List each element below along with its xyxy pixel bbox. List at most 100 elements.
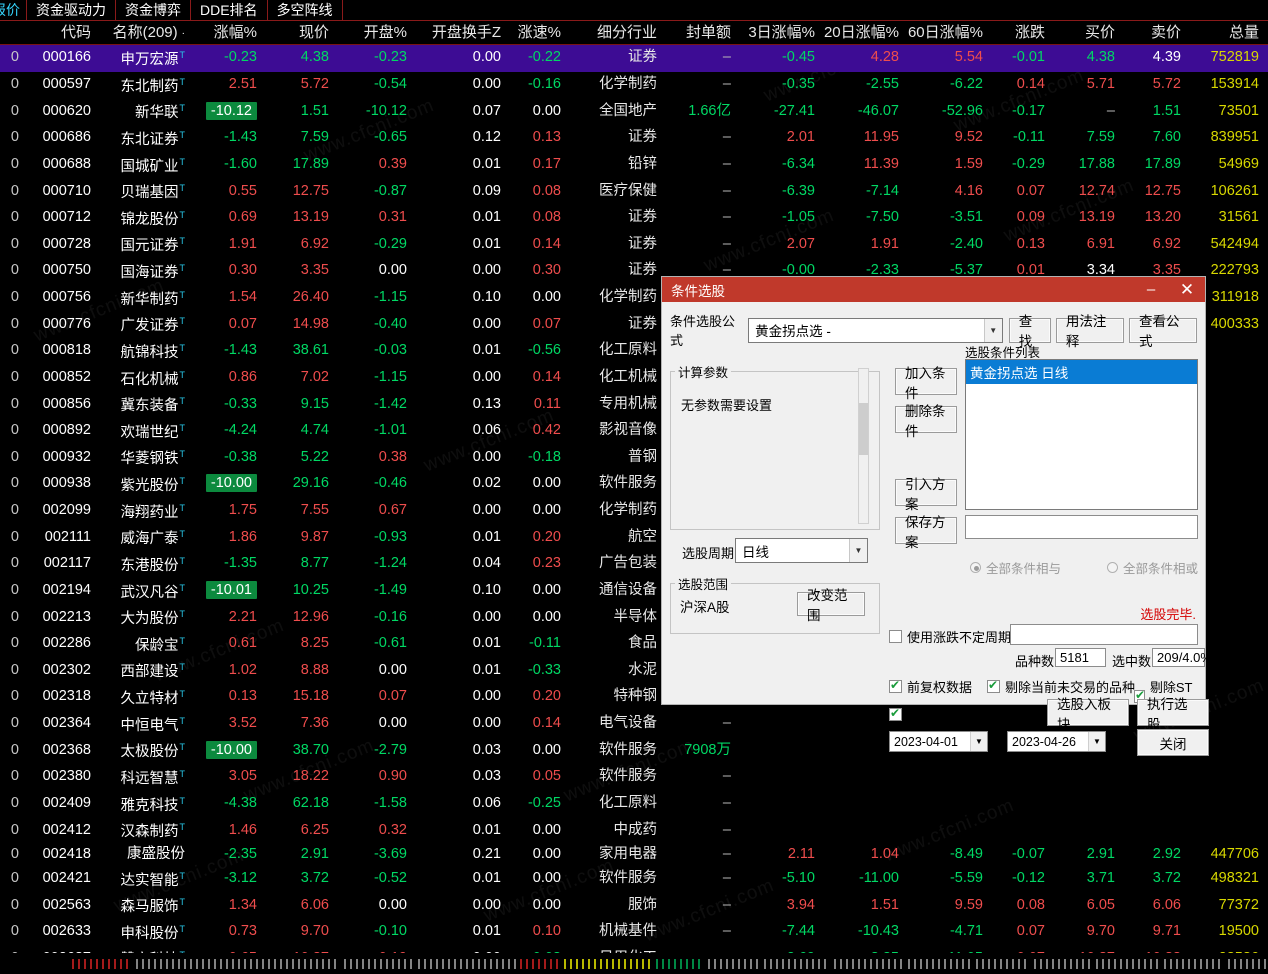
params-scrollbar-thumb[interactable]: [859, 403, 868, 455]
col-header-chg[interactable]: 涨幅%: [190, 21, 262, 45]
formula-row: 条件选股公式 黄金拐点选 - ▼ 查找 用法注释 查看公式: [662, 302, 1205, 349]
chevron-down-icon[interactable]: ▼: [1088, 732, 1105, 751]
col-header-name[interactable]: 名称(209) ·: [96, 21, 190, 45]
table-row[interactable]: 0002380科远智慧T3.0518.220.900.030.05软件服务–7.…: [0, 764, 1268, 791]
chevron-down-icon[interactable]: ▼: [849, 539, 867, 562]
table-row[interactable]: 0 002633 申科股份T 0.73 9.70 -0.10 0.01 0.10 机械基件 – -7…: [0, 919, 1268, 946]
exclude-untraded-checkbox[interactable]: 剔除当前未交易的品种: [987, 677, 1135, 696]
tab-1[interactable]: 情报价: [0, 0, 27, 20]
table-row[interactable]: 0 000710 贝瑞基因T 0.55 12.75 -0.87 0.09 0.08 医疗保健 – -…: [0, 178, 1268, 205]
col-header-sell[interactable]: 卖价: [1120, 21, 1186, 45]
col-header-open[interactable]: 开盘%: [334, 21, 412, 45]
table-row[interactable]: 0000932华菱钢铁TR-0.385.220.380.00-0.18普钢–1.…: [0, 444, 1268, 471]
radio-all-or[interactable]: 全部条件相或: [1107, 558, 1198, 577]
usage-note-button[interactable]: 用法注释: [1055, 314, 1124, 349]
table-row[interactable]: 0000728国元证券TR1.916.92-0.290.010.14证券–2.0…: [0, 231, 1268, 258]
execute-select-button[interactable]: 执行选股: [1137, 697, 1209, 732]
table-row[interactable]: 0002412汉森制药TR1.466.250.320.010.00中成药–1.1…: [0, 817, 1268, 844]
formula-select[interactable]: 黄金拐点选 - ▼: [748, 317, 1003, 343]
table-row[interactable]: 0000620新华联TR-10.121.51-10.120.070.00全国地产…: [0, 98, 1268, 125]
delete-condition-button[interactable]: 删除条件: [895, 404, 957, 439]
col-header-buy[interactable]: 买价: [1050, 21, 1120, 45]
change-percent: 0.30: [228, 262, 257, 279]
change-percent: -1.43: [223, 342, 257, 359]
add-condition-button[interactable]: 加入条件: [895, 366, 957, 401]
change-percent: -0.23: [190, 44, 262, 72]
end-date-field[interactable]: 2023-04-26 ▼: [1007, 731, 1106, 752]
col-header-turn[interactable]: 开盘换手Z: [412, 21, 506, 45]
view-formula-button[interactable]: 查看公式: [1128, 314, 1198, 349]
change-scope-button[interactable]: 改变范围: [797, 588, 865, 623]
plan-name-field[interactable]: [965, 515, 1198, 539]
ask-price: 5.72: [1152, 76, 1181, 93]
col-header-d60[interactable]: 60日涨幅%: [904, 21, 988, 45]
close-icon[interactable]: ✕: [1179, 279, 1195, 299]
tab-3[interactable]: 资金博弈: [116, 0, 191, 20]
list-item[interactable]: 黄金拐点选 日线: [966, 360, 1197, 384]
change-20d: [820, 764, 904, 791]
col-header-code[interactable]: 代码: [24, 21, 96, 45]
period-select[interactable]: 日线 ▼: [735, 538, 868, 563]
table-row[interactable]: 0000712锦龙股份TR0.6913.190.310.010.08证券–-1.…: [0, 205, 1268, 232]
col-header-now[interactable]: 现量: [1264, 21, 1268, 45]
radio-all-and[interactable]: 全部条件相与: [970, 558, 1061, 577]
table-row[interactable]: 0000818航锦科技TR-1.4338.61-0.030.01-0.56化工原…: [0, 338, 1268, 365]
close-dialog-button[interactable]: 关闭: [1137, 729, 1209, 756]
table-row[interactable]: 0002318久立特材TR0.1315.180.070.000.20特种钢–0.…: [0, 684, 1268, 711]
tab-4[interactable]: DDE排名: [191, 0, 268, 20]
params-scrollbar[interactable]: [858, 368, 869, 524]
tab-2[interactable]: 资金驱动力: [27, 0, 116, 20]
industry: 水泥: [628, 661, 657, 678]
tab-5[interactable]: 多空阵线: [268, 0, 343, 20]
table-row[interactable]: 0000750国海证券TR0.303.350.000.000.30证券–-0.0…: [0, 258, 1268, 285]
chevron-down-icon[interactable]: ▼: [970, 732, 987, 751]
table-row[interactable]: 0002213大为股份T2.2112.96-0.160.000.00半导体–1.…: [0, 604, 1268, 631]
table-row[interactable]: 0002194武汉凡谷TR-10.0110.25-1.490.100.00通信设…: [0, 578, 1268, 605]
current-volume: 618: [1264, 205, 1268, 232]
table-row[interactable]: 0 000597 东北制药T 2.51 5.72 -0.54 0.00 -0.16 化学制药 – -…: [0, 72, 1268, 99]
table-row[interactable]: 0 002418 康盛股份 -2.35 2.91 -3.69 0.21 0.00 家用电器 – 2.…: [0, 844, 1268, 866]
col-header-zd[interactable]: 涨跌: [988, 21, 1050, 45]
quote-table-container[interactable]: 代码 名称(209) · 涨幅% 现价 开盘% 开盘换手Z 涨速% 细分行业 封单额 3日涨幅% 20…: [0, 21, 1268, 968]
col-header-speed[interactable]: 涨速%: [506, 21, 566, 45]
table-row[interactable]: 0002302西部建设TR1.028.880.000.01-0.33水泥–1.7…: [0, 657, 1268, 684]
change-percent: -2.35: [223, 845, 257, 862]
import-plan-button[interactable]: 引入方案: [895, 477, 957, 512]
quote-table-body[interactable]: 0000166申万宏源TR-0.234.38-0.230.00-0.22证券–-…: [0, 44, 1268, 974]
col-header-d3[interactable]: 3日涨幅%: [736, 21, 820, 45]
table-row[interactable]: 0002368太极股份TR-10.0038.70-2.790.030.00软件服…: [0, 737, 1268, 764]
use-uncertain-period-checkbox[interactable]: 使用涨跌不定周期: [889, 627, 1011, 646]
table-row[interactable]: 0000852石化机械TR0.867.02-1.150.000.14化工机械–0…: [0, 365, 1268, 392]
col-header-vol[interactable]: 总量: [1186, 21, 1264, 45]
table-row[interactable]: 0002563森马服饰TR1.346.060.000.000.00服饰–3.94…: [0, 892, 1268, 919]
condition-stock-picker-dialog[interactable]: 条件选股 – ✕ 条件选股公式 黄金拐点选 - ▼ 查找 用法注释 查看公式 计…: [661, 276, 1212, 756]
col-header-d20[interactable]: 20日涨幅%: [820, 21, 904, 45]
uncertain-period-field[interactable]: [1010, 624, 1198, 645]
table-row[interactable]: 0000686东北证券TR-1.437.59-0.650.120.13证券–2.…: [0, 125, 1268, 152]
table-row[interactable]: 0000166申万宏源TR-0.234.38-0.230.00-0.22证券–-…: [0, 44, 1268, 72]
select-to-block-button[interactable]: 选股入板块: [1047, 697, 1129, 732]
col-header-price[interactable]: 现价: [262, 21, 334, 45]
start-date-field[interactable]: 2023-04-01 ▼: [889, 731, 988, 752]
seal-amount: –: [722, 768, 731, 785]
condition-list[interactable]: 黄金拐点选 日线: [965, 359, 1198, 510]
col-header-ind[interactable]: 细分行业: [566, 21, 662, 45]
table-row[interactable]: 0002409雅克科技TR-4.3862.18-1.580.06-0.25化工原…: [0, 791, 1268, 818]
forward-adjust-checkbox[interactable]: 前复权数据: [889, 677, 972, 696]
table-row[interactable]: 0000892欢瑞世纪T-4.244.74-1.010.060.42影视音像–8…: [0, 418, 1268, 445]
col-header-seal[interactable]: 封单额: [662, 21, 736, 45]
col-header-idx[interactable]: [0, 21, 24, 45]
table-row[interactable]: 0002364中恒电气T3.527.360.000.000.14电气设备–1.3…: [0, 711, 1268, 738]
save-plan-button[interactable]: 保存方案: [895, 515, 957, 550]
table-row[interactable]: 0000688国城矿业TR-1.6017.890.390.010.17铅锌–-6…: [0, 152, 1268, 179]
current-price: 6.92: [300, 235, 329, 252]
table-row[interactable]: 0002421达实智能TR-3.123.72-0.520.010.00软件服务–…: [0, 866, 1268, 893]
table-row[interactable]: 0002099海翔药业TR1.757.550.670.000.00化学制药–0.…: [0, 498, 1268, 525]
find-button[interactable]: 查找: [1008, 314, 1051, 349]
within-period-checkbox[interactable]: 时间段内满足条件: [889, 705, 1011, 724]
minimize-icon[interactable]: –: [1146, 281, 1156, 298]
stock-name-label: 雅克科技: [120, 797, 179, 814]
chevron-down-icon[interactable]: ▼: [983, 318, 1002, 342]
